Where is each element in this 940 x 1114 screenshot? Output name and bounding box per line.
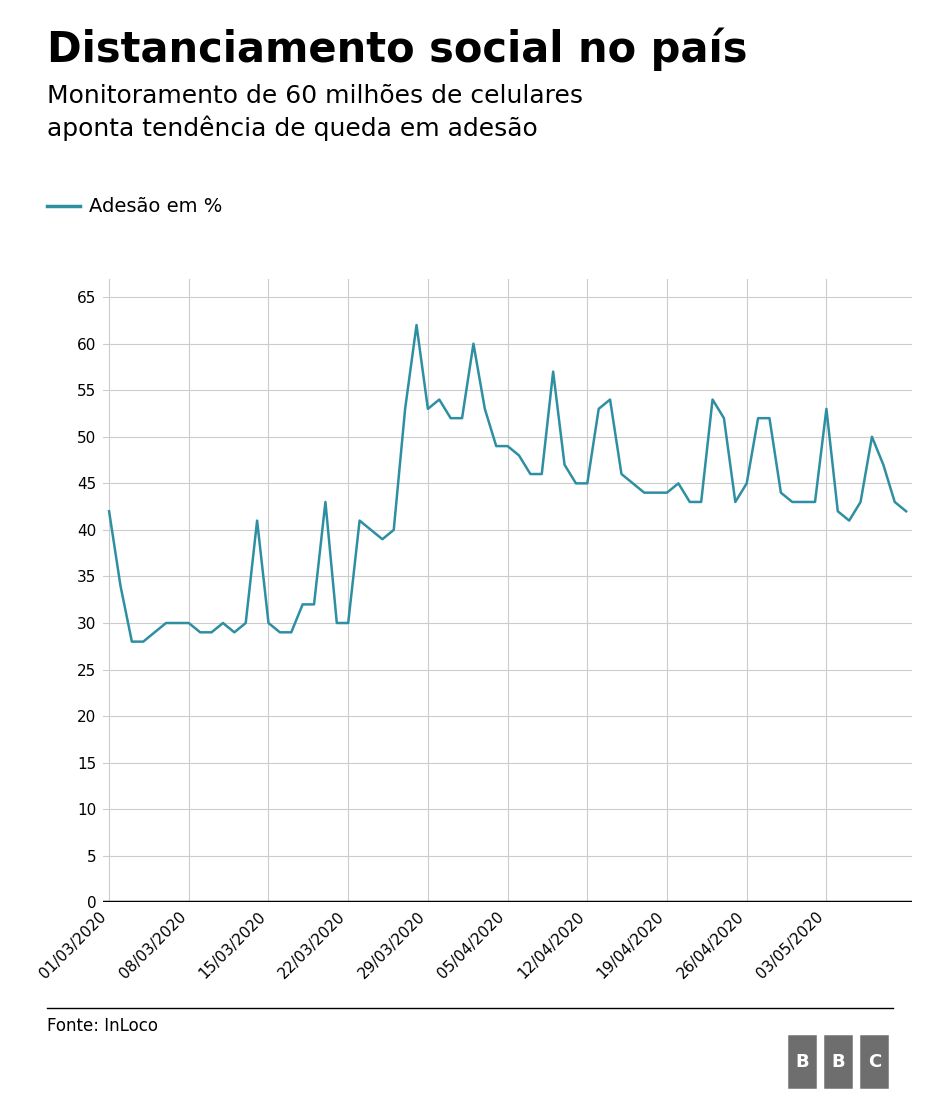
Text: B: B <box>795 1053 809 1071</box>
FancyBboxPatch shape <box>787 1033 818 1091</box>
Text: B: B <box>831 1053 845 1071</box>
Text: C: C <box>868 1053 881 1071</box>
Text: Adesão em %: Adesão em % <box>89 196 223 216</box>
Text: Distanciamento social no país: Distanciamento social no país <box>47 28 747 71</box>
FancyBboxPatch shape <box>822 1033 854 1091</box>
Text: Fonte: InLoco: Fonte: InLoco <box>47 1017 158 1035</box>
Text: Monitoramento de 60 milhões de celulares
aponta tendência de queda em adesão: Monitoramento de 60 milhões de celulares… <box>47 84 583 141</box>
FancyBboxPatch shape <box>858 1033 890 1091</box>
